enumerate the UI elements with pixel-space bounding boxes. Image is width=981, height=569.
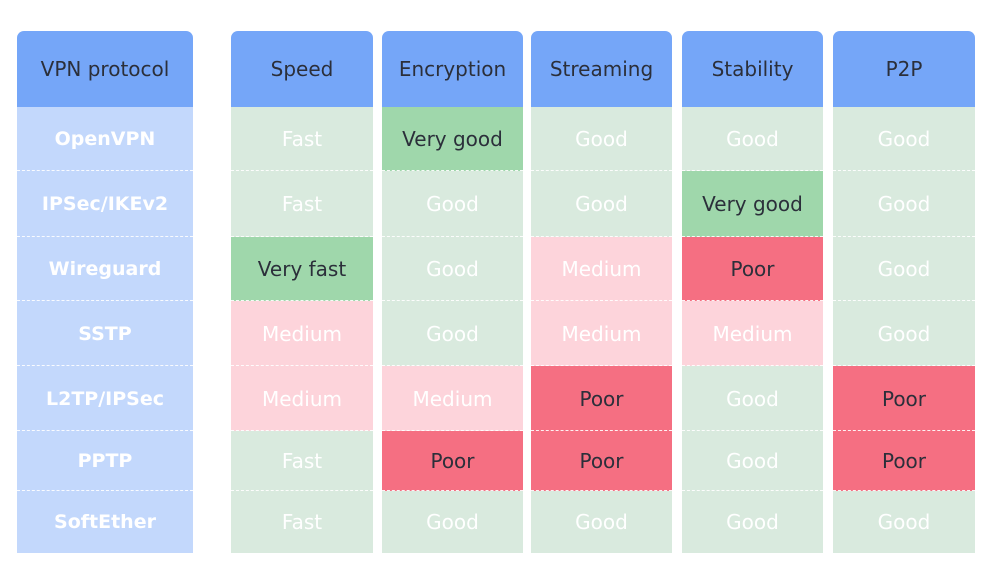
row-separator (382, 430, 523, 431)
rating-cell: Good (382, 301, 523, 366)
row-separator (231, 170, 373, 171)
rating-cell: Medium (382, 366, 523, 431)
rating-cell: Very good (682, 171, 823, 237)
rating-cell: Good (833, 107, 975, 171)
rating-cell: Medium (531, 237, 672, 301)
row-separator (682, 236, 823, 237)
column-header: VPN protocol (17, 31, 193, 107)
rating-cell: Good (682, 107, 823, 171)
column-header: Stability (682, 31, 823, 107)
row-separator (682, 170, 823, 171)
rating-cell: Fast (231, 107, 373, 171)
rating-cell: Fast (231, 491, 373, 553)
row-separator (231, 430, 373, 431)
row-separator (531, 490, 672, 491)
rating-cell: Poor (382, 431, 523, 491)
row-separator (531, 430, 672, 431)
row-separator (231, 365, 373, 366)
rating-cell: Medium (231, 366, 373, 431)
rating-cell: Good (833, 171, 975, 237)
row-separator (382, 490, 523, 491)
row-separator (382, 170, 523, 171)
row-separator (833, 236, 975, 237)
row-separator (231, 236, 373, 237)
rating-cell: Good (382, 171, 523, 237)
protocol-cell: PPTP (17, 431, 193, 491)
row-separator (231, 490, 373, 491)
row-separator (531, 236, 672, 237)
rating-cell: Good (833, 491, 975, 553)
row-separator (17, 430, 193, 431)
rating-cell: Good (682, 491, 823, 553)
rating-cell: Good (382, 237, 523, 301)
rating-cell: Medium (682, 301, 823, 366)
rating-cell: Good (833, 301, 975, 366)
row-separator (17, 236, 193, 237)
protocol-cell: IPSec/IKEv2 (17, 171, 193, 237)
protocol-cell: OpenVPN (17, 107, 193, 171)
row-separator (17, 170, 193, 171)
rating-cell: Good (682, 366, 823, 431)
row-separator (833, 490, 975, 491)
rating-cell: Good (382, 491, 523, 553)
protocol-cell: L2TP/IPSec (17, 366, 193, 431)
rating-cell: Good (682, 431, 823, 491)
row-separator (531, 300, 672, 301)
rating-cell: Good (531, 107, 672, 171)
row-separator (682, 430, 823, 431)
protocol-cell: SoftEther (17, 491, 193, 553)
row-separator (17, 365, 193, 366)
row-separator (833, 365, 975, 366)
column-header: P2P (833, 31, 975, 107)
row-separator (833, 300, 975, 301)
row-separator (382, 236, 523, 237)
protocol-cell: SSTP (17, 301, 193, 366)
rating-cell: Medium (231, 301, 373, 366)
rating-cell: Very good (382, 107, 523, 171)
row-separator (17, 300, 193, 301)
column-header: Streaming (531, 31, 672, 107)
rating-cell: Poor (833, 431, 975, 491)
row-separator (382, 365, 523, 366)
row-separator (833, 430, 975, 431)
row-separator (382, 300, 523, 301)
rating-cell: Fast (231, 171, 373, 237)
row-separator (682, 490, 823, 491)
rating-cell: Fast (231, 431, 373, 491)
rating-cell: Poor (531, 366, 672, 431)
rating-cell: Good (531, 491, 672, 553)
row-separator (833, 170, 975, 171)
rating-cell: Very fast (231, 237, 373, 301)
rating-cell: Good (833, 237, 975, 301)
column-header: Encryption (382, 31, 523, 107)
rating-cell: Good (531, 171, 672, 237)
protocol-cell: Wireguard (17, 237, 193, 301)
row-separator (682, 300, 823, 301)
rating-cell: Poor (833, 366, 975, 431)
row-separator (682, 365, 823, 366)
rating-cell: Medium (531, 301, 672, 366)
rating-cell: Poor (682, 237, 823, 301)
row-separator (17, 490, 193, 491)
row-separator (231, 300, 373, 301)
column-header: Speed (231, 31, 373, 107)
row-separator (531, 365, 672, 366)
rating-cell: Poor (531, 431, 672, 491)
row-separator (531, 170, 672, 171)
